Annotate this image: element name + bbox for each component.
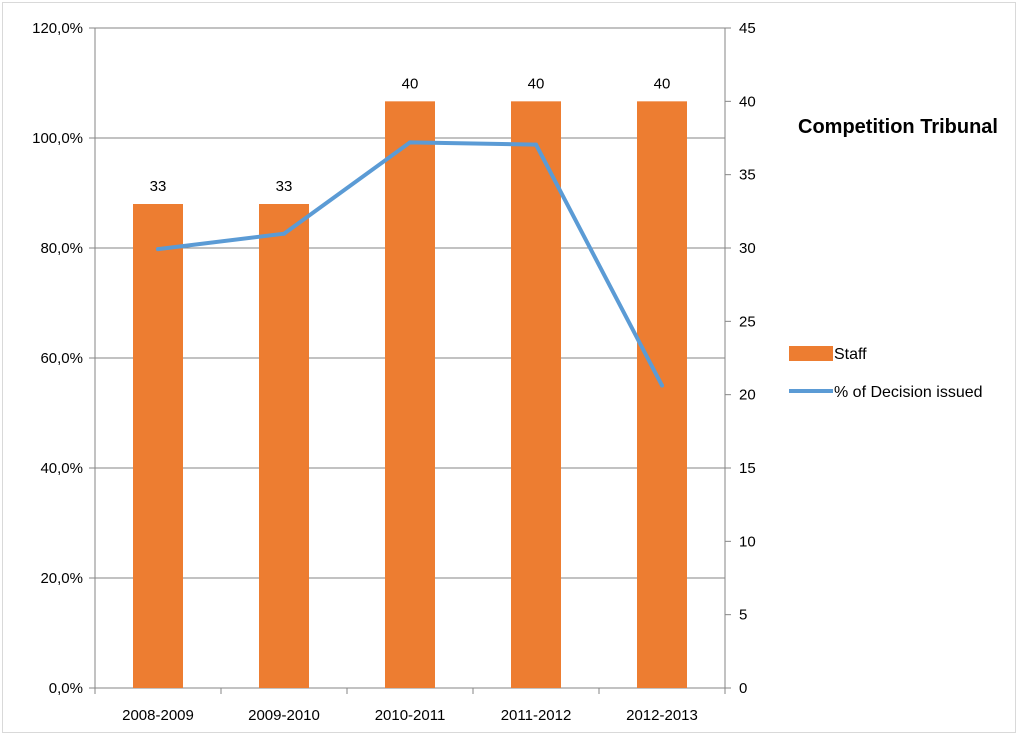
bar-data-label: 40: [528, 75, 545, 92]
legend-label-decisions: % of Decision issued: [834, 384, 983, 401]
y-right-tick-label: 35: [739, 167, 756, 184]
x-tick-label: 2010-2011: [375, 707, 446, 724]
bar-staff: [511, 101, 561, 689]
bar-data-label: 40: [402, 75, 419, 92]
data-labels: 33 33 40 40 40: [150, 75, 671, 195]
x-tick-label: 2009-2010: [248, 707, 320, 724]
y-right-tick-label: 10: [739, 533, 756, 550]
bar-staff: [259, 204, 309, 688]
legend-item-decisions: % of Decision issued: [789, 384, 983, 401]
gridlines: [95, 27, 725, 579]
bar-staff: [133, 204, 183, 688]
line-point: [408, 140, 412, 145]
line-point: [156, 247, 160, 252]
legend-item-staff: Staff: [789, 346, 867, 363]
line-series-decisions: [156, 140, 664, 388]
bar-data-label: 33: [276, 178, 293, 195]
legend: Staff % of Decision issued: [789, 346, 983, 401]
bar-staff: [637, 101, 687, 689]
y-left-tick-label: 60,0%: [40, 350, 83, 367]
y-left-tick-label: 80,0%: [40, 240, 83, 257]
bar-staff: [385, 101, 435, 689]
y-right-tick-label: 20: [739, 387, 756, 404]
y-right-tick-label: 0: [739, 680, 747, 697]
y-left-tick-label: 0,0%: [49, 680, 83, 697]
line-point: [660, 383, 664, 388]
y-right-tick-label: 30: [739, 240, 756, 257]
bar-series-staff: [133, 101, 687, 689]
x-tick-label: 2012-2013: [626, 707, 698, 724]
y-right-tick-label: 15: [739, 460, 756, 477]
line-point: [282, 231, 286, 236]
bar-data-label: 40: [654, 75, 671, 92]
legend-label-staff: Staff: [834, 346, 867, 363]
y-left-tick-label: 120,0%: [32, 20, 83, 37]
y-right-tick-label: 5: [739, 607, 747, 624]
x-tick-label: 2008-2009: [122, 707, 194, 724]
y-right-tick-label: 45: [739, 20, 756, 37]
x-tick-label: 2011-2012: [501, 707, 572, 724]
y-left-tick-label: 40,0%: [40, 460, 83, 477]
y-right-tick-label: 40: [739, 93, 756, 110]
y-left-tick-label: 100,0%: [32, 130, 83, 147]
bar-data-label: 33: [150, 178, 167, 195]
y-left-tick-label: 20,0%: [40, 570, 83, 587]
axes: 0,0% 20,0% 40,0% 60,0% 80,0% 100,0% 120,0% 0 5 10…: [32, 20, 756, 724]
chart-title: Competition Tribunal: [798, 116, 998, 138]
line-point: [534, 142, 538, 147]
legend-swatch-staff: [789, 346, 833, 361]
y-right-tick-label: 25: [739, 313, 756, 330]
